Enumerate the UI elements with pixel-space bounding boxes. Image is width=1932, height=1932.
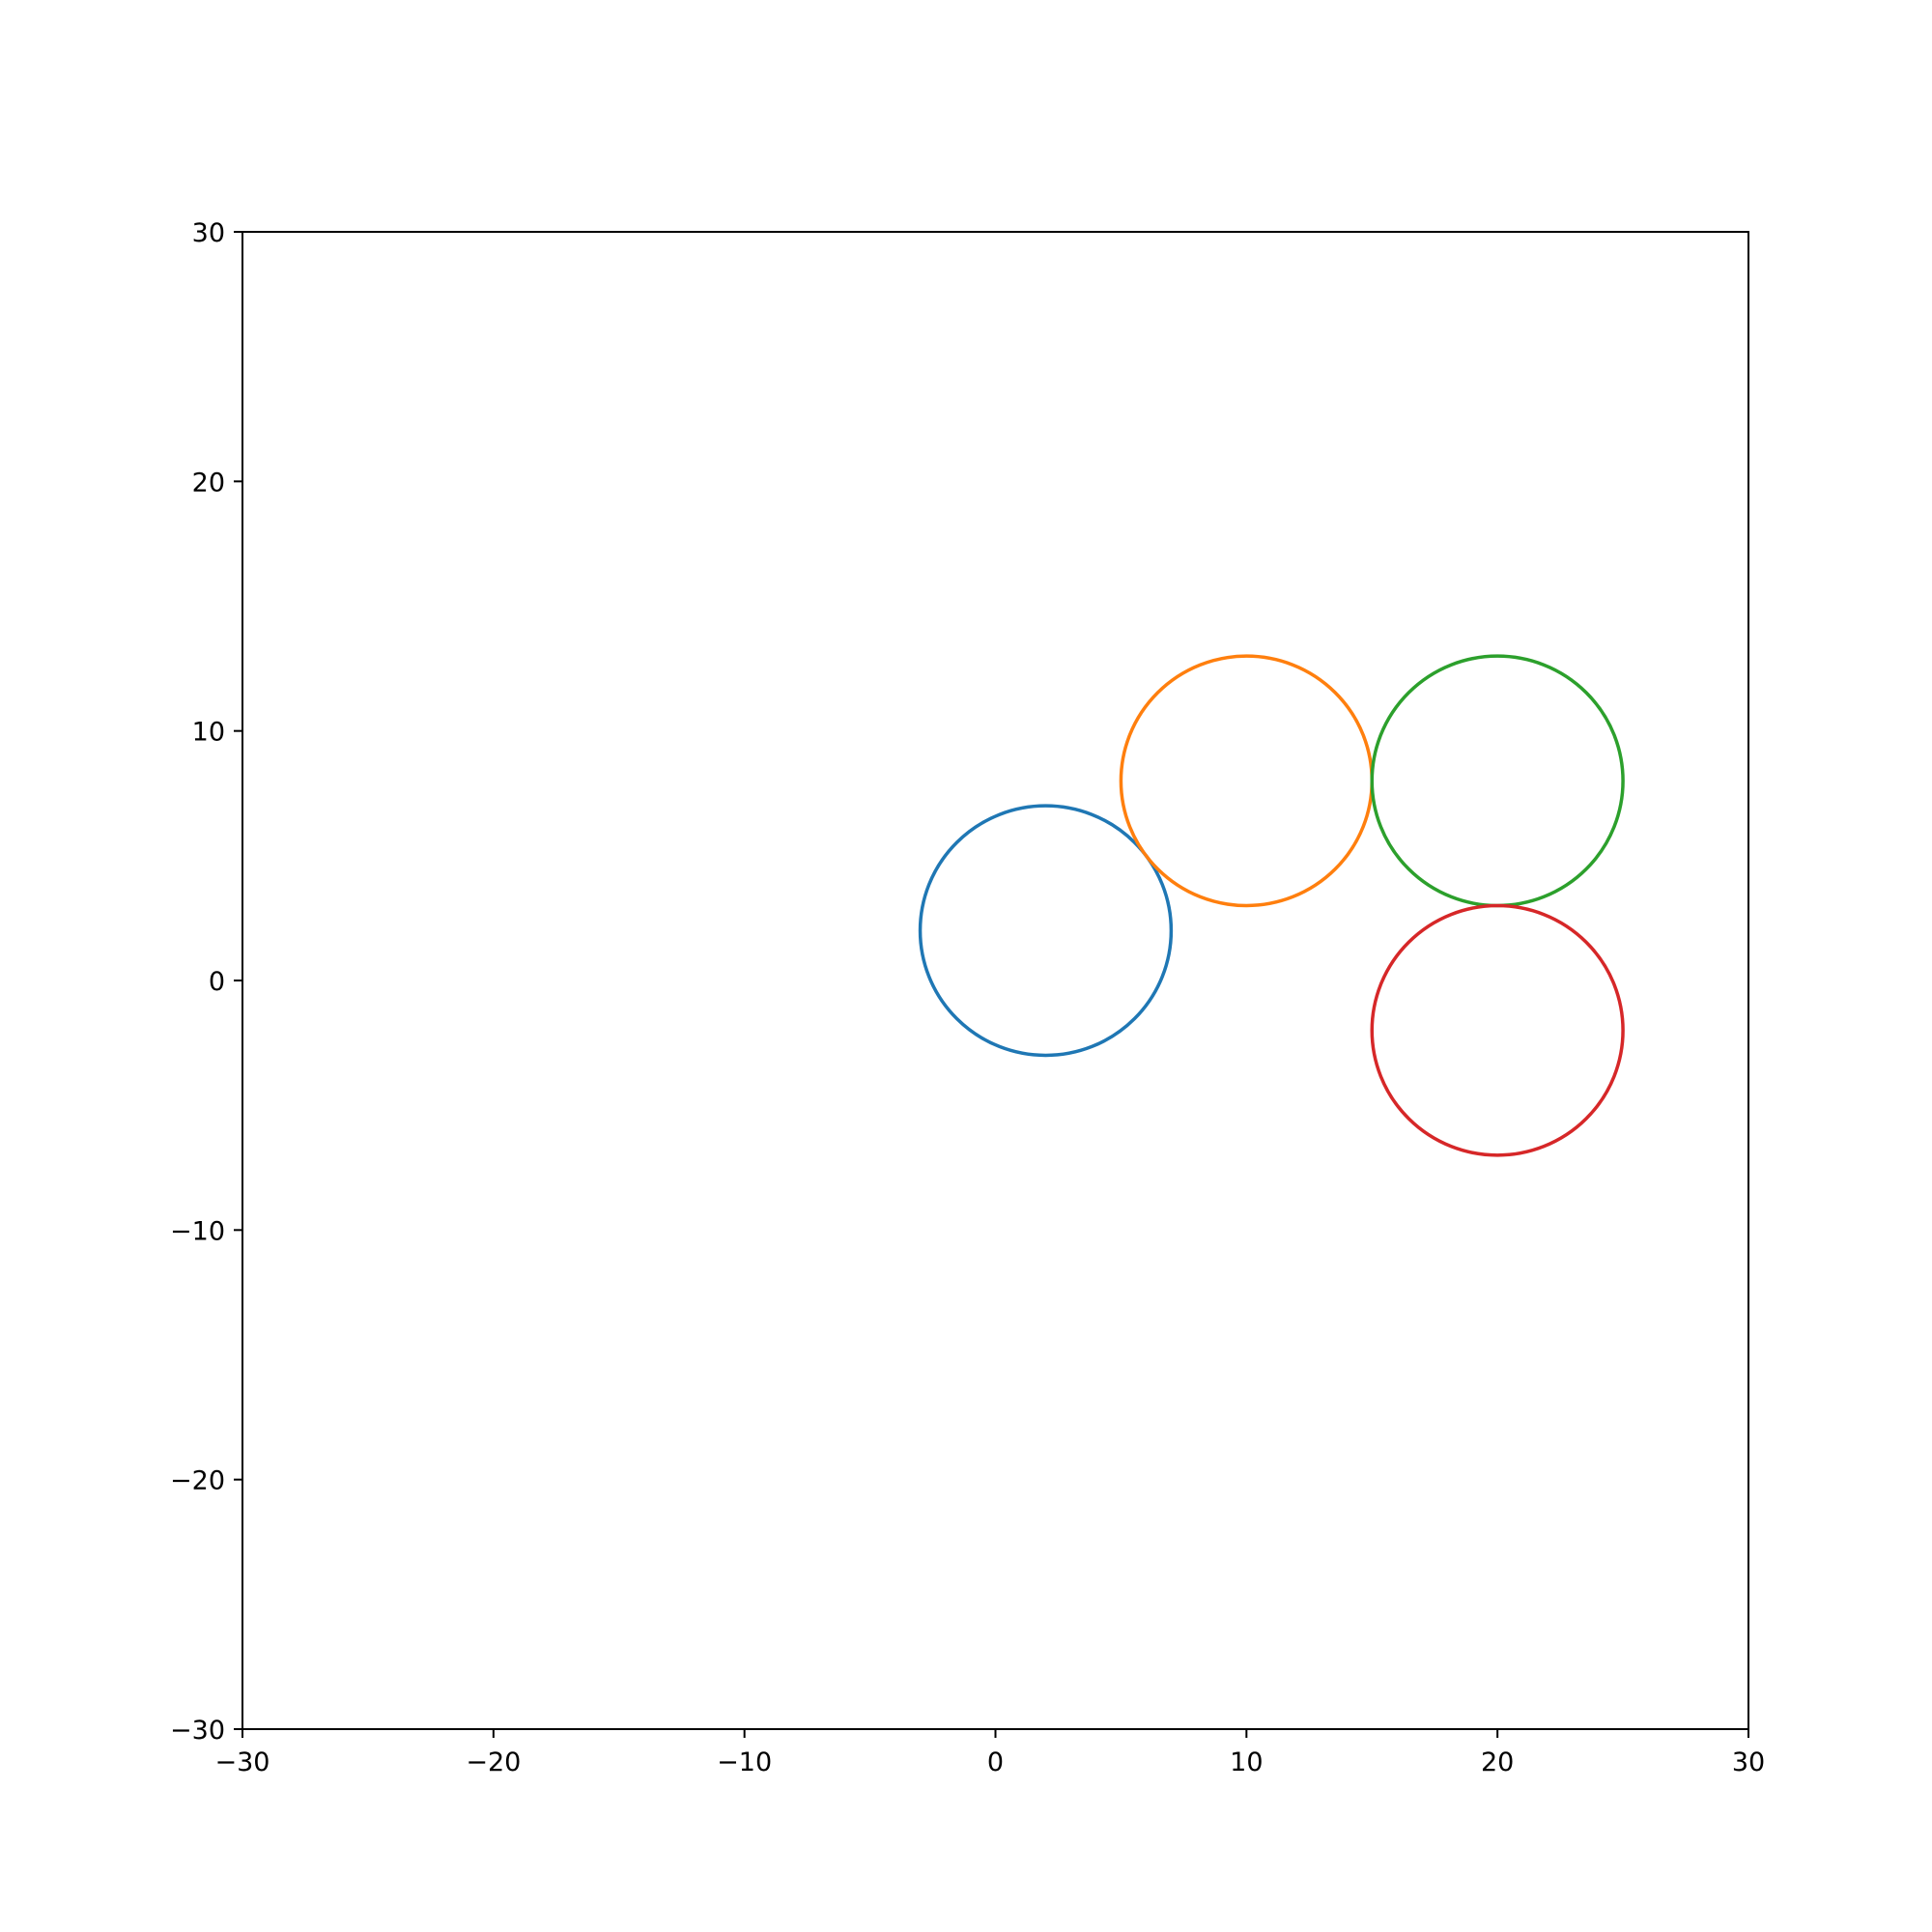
x-tick-label: −30 [215,1747,270,1777]
y-tick-label: 30 [192,218,225,248]
marks-layer [918,654,1625,1157]
y-tick-label: 10 [192,718,225,748]
y-tick-label: −30 [170,1716,225,1746]
x-tick-label: 30 [1732,1747,1765,1777]
x-tick-label: −10 [717,1747,772,1777]
x-tick-label: 10 [1230,1747,1263,1777]
circle-2 [1119,654,1375,908]
x-tick-label: −20 [466,1747,521,1777]
y-tick-label: 20 [192,468,225,497]
y-tick-label: −10 [170,1216,225,1246]
y-tick-label: −20 [170,1466,225,1496]
ticks-layer: −30 −20 −10 0 10 20 30 −30 −20 −10 0 10 20 30 [170,218,1765,1777]
plot-frame [242,231,1749,1730]
x-tick-label: 0 [987,1747,1004,1777]
circle-1 [918,804,1174,1058]
x-tick-label: 20 [1481,1747,1514,1777]
y-tick-label: 0 [209,967,225,997]
circle-3 [1370,654,1625,908]
circle-4 [1370,903,1625,1157]
